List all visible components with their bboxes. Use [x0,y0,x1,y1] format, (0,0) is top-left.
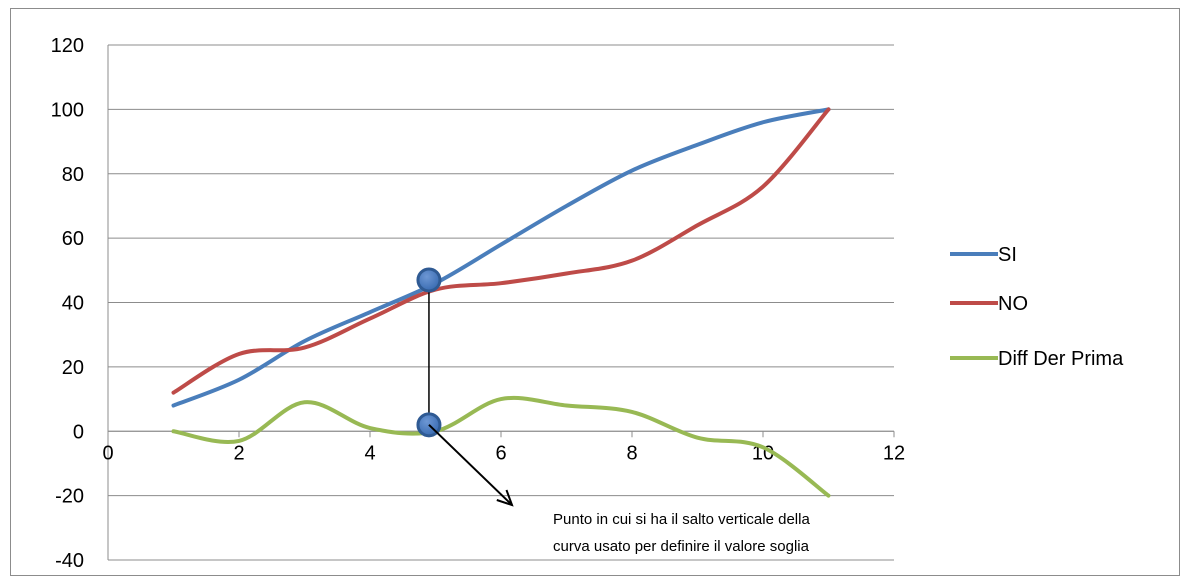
axes [107,45,895,560]
x-tick-label-0: 0 [102,442,113,464]
x-tick-label-1: 2 [233,442,244,464]
legend-label-si: SI [998,244,1017,266]
annotation-arrow-head [496,489,514,507]
annotation-line-2: curva usato per definire il valore sogli… [553,538,810,555]
chart-frame [10,8,1180,576]
series-lines [171,107,831,498]
y-tick-label-4: 40 [62,293,84,315]
x-tick-label-3: 6 [495,442,506,464]
y-tick-label-3: 60 [62,228,84,250]
annotation-arrow-shaft [428,424,513,506]
gridlines [108,44,894,561]
series-line-no [171,107,831,395]
y-tick-label-1: 100 [51,99,84,121]
y-tick-label-2: 80 [62,164,84,186]
y-tick-label-8: -40 [55,550,84,572]
legend: SI NO Diff Der Prima [950,244,1124,370]
y-axis-tick-labels: 120 100 80 60 40 20 0 -20 -40 [51,35,84,572]
legend-label-no: NO [998,293,1028,315]
highlight-marker-1 [416,267,442,293]
y-tick-label-6: 0 [73,421,84,443]
y-tick-label-7: -20 [55,486,84,508]
x-axis-tick-labels: 0 2 4 6 8 10 12 [102,442,905,464]
x-tick-label-6: 12 [883,442,905,464]
annotations: Punto in cui si ha il salto verticale de… [416,267,810,555]
legend-label-diff-der-prima: Diff Der Prima [998,348,1124,370]
y-tick-label-5: 20 [62,357,84,379]
x-tick-label-5: 10 [752,442,774,464]
series-line-si [171,107,831,408]
annotation-line-1: Punto in cui si ha il salto verticale de… [553,511,810,528]
x-tick-label-4: 8 [626,442,637,464]
x-tick-label-2: 4 [364,442,375,464]
y-tick-label-0: 120 [51,35,84,57]
series-line-diff-der-prima [171,395,831,498]
